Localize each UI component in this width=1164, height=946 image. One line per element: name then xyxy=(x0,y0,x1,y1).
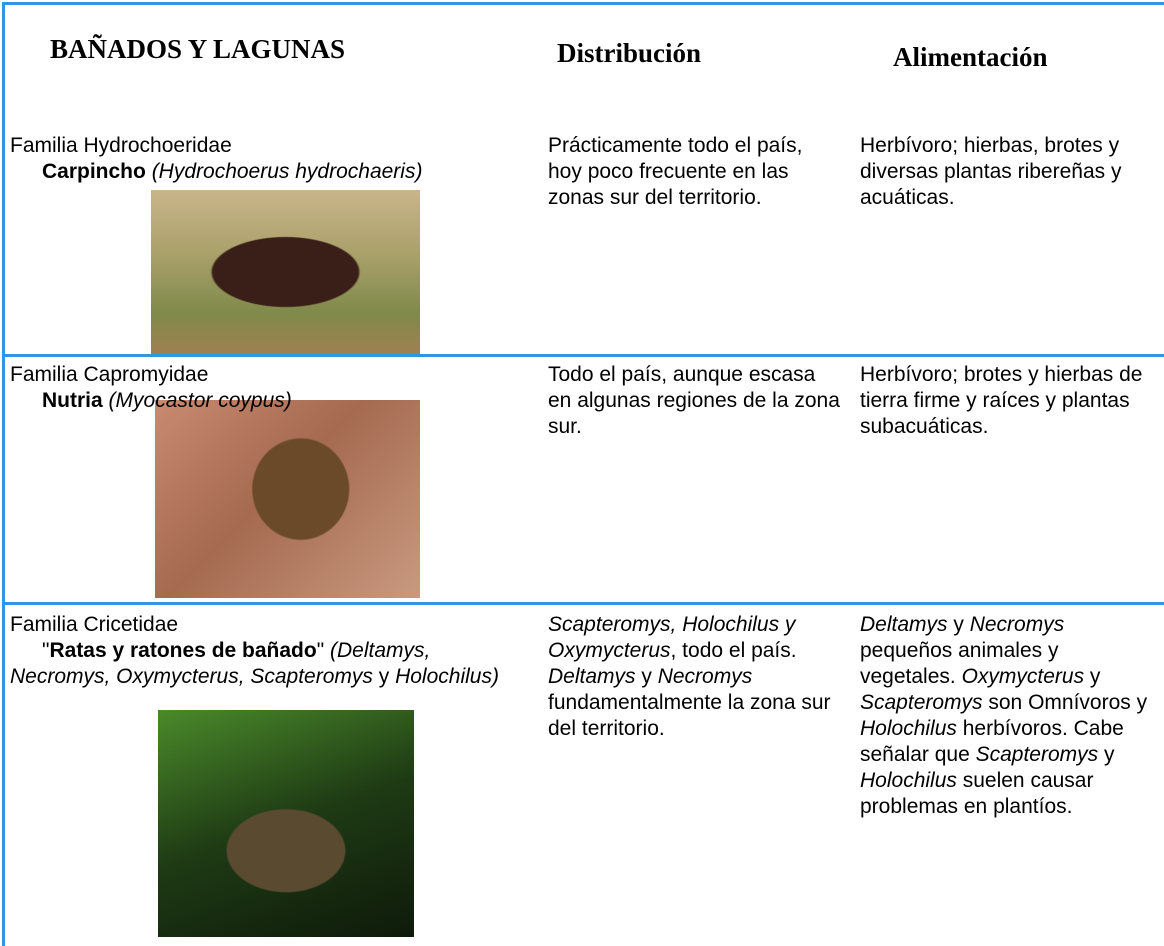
distribution: Todo el país, aunque escasa en algunas r… xyxy=(548,362,840,440)
species-cell: Familia Hydrochoeridae Carpincho (Hydroch… xyxy=(10,133,510,185)
text-run: pequeños animales y vegetales. xyxy=(860,639,1059,688)
column-header: Distribución xyxy=(557,38,702,68)
column-header: BAÑADOS Y LAGUNAS xyxy=(50,34,346,64)
row-separator xyxy=(2,602,1164,605)
text-run: y xyxy=(635,665,658,688)
text-run: (Hydrochoerus hydrochaeris) xyxy=(151,160,423,183)
row-separator xyxy=(2,354,1164,357)
photo xyxy=(155,400,420,598)
photo xyxy=(158,710,414,937)
text-run: Deltamys xyxy=(860,613,948,636)
species-name: Carpincho (Hydrochoerus hydrochaeris) xyxy=(10,159,510,185)
species-cell: Familia Capromyidae Nutria (Myocastor coy… xyxy=(10,362,510,414)
text-run: Scapteromys, Holochilus y Oxymycterus xyxy=(548,613,796,662)
column-header: Alimentación xyxy=(893,42,1048,72)
text-run: Herbívoro; brotes y hierbas de tierra fi… xyxy=(860,363,1143,438)
feeding: Herbívoro; brotes y hierbas de tierra fi… xyxy=(860,362,1160,440)
distribution: Prácticamente todo el país, hoy poco fre… xyxy=(548,133,840,211)
text-run: Carpincho xyxy=(42,160,146,183)
border-top xyxy=(2,2,1164,5)
text-run: y xyxy=(947,613,970,636)
text-run: Nutria xyxy=(42,389,103,412)
text-run: suelen causar problemas en plantíos. xyxy=(860,769,1094,818)
photo xyxy=(151,190,420,354)
text-run: y xyxy=(372,665,396,688)
feeding: Deltamys y Necromys pequeños animales y … xyxy=(860,612,1160,820)
text-run: Prácticamente todo el país, hoy poco fre… xyxy=(548,134,803,209)
text-run: Holochilus xyxy=(860,717,957,740)
text-run: Oxymycterus xyxy=(961,665,1085,688)
feeding: Herbívoro; hierbas, brotes y diversas pl… xyxy=(860,133,1160,211)
species-name: "Ratas y ratones de bañado" (Deltamys, N… xyxy=(10,638,510,690)
text-run: Ratas y ratones de bañado xyxy=(49,639,317,662)
species-cell: Familia Cricetidae "Ratas y ratones de ba… xyxy=(10,612,510,690)
family: Familia Capromyidae xyxy=(10,363,209,386)
family: Familia Cricetidae xyxy=(10,613,179,636)
text-run: Necromys xyxy=(657,665,753,688)
species-name: Nutria (Myocastor coypus) xyxy=(10,388,510,414)
text-run: " xyxy=(316,639,331,662)
text-run: Holochilus) xyxy=(395,665,499,688)
text-run: Todo el país, aunque escasa en algunas r… xyxy=(548,363,840,438)
text-run: Deltamys xyxy=(548,665,636,688)
family: Familia Hydrochoeridae xyxy=(10,134,232,157)
distribution: Scapteromys, Holochilus y Oxymycterus, t… xyxy=(548,612,840,742)
text-run: (Myocastor coypus) xyxy=(108,389,292,412)
text-run: Scapteromys xyxy=(975,743,1099,766)
text-run: Scapteromys xyxy=(860,691,983,714)
text-run: fundamentalmente la zona sur del territo… xyxy=(548,691,831,740)
text-run: y xyxy=(1098,743,1115,766)
text-run: Necromys xyxy=(969,613,1065,636)
text-run: son Omnívoros y xyxy=(982,691,1148,714)
border-left xyxy=(2,2,5,946)
text-run: Holochilus xyxy=(860,769,957,792)
text-run: " xyxy=(42,639,50,662)
text-run: y xyxy=(1084,665,1101,688)
text-run: (Deltamys, Necromys, Oxymycterus, Scapte… xyxy=(10,639,437,688)
text-run: , todo el país. xyxy=(670,639,797,662)
text-run: herbívoros. Cabe señalar que xyxy=(860,717,1124,766)
text-run: Herbívoro; hierbas, brotes y diversas pl… xyxy=(860,134,1122,209)
